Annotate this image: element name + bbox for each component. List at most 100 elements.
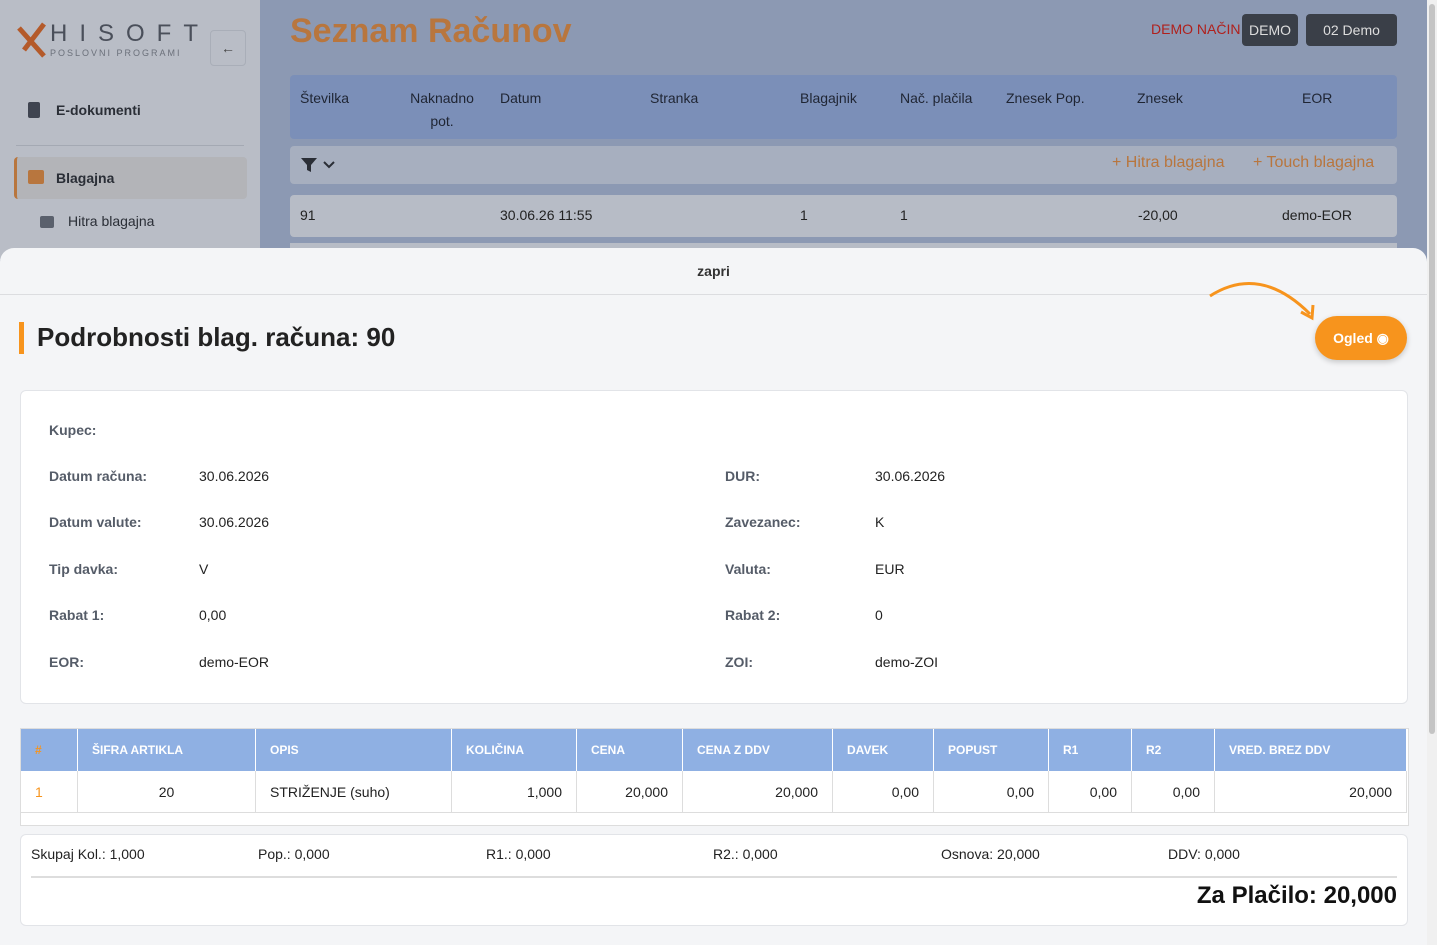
- detail-label: Datum računa:: [49, 468, 148, 484]
- detail-label: ZOI:: [725, 654, 753, 670]
- menu-item[interactable]: E-dokumenti: [56, 102, 141, 118]
- toolbar: [290, 146, 1397, 184]
- cell: 1: [21, 771, 78, 813]
- user-button[interactable]: 02 Demo: [1306, 14, 1397, 46]
- cell: demo-EOR: [1282, 207, 1353, 223]
- detail-value: demo-EOR: [199, 654, 270, 670]
- cell: 20,000: [577, 771, 683, 813]
- title-accent: [19, 322, 24, 354]
- menu-item-active[interactable]: [14, 157, 247, 199]
- detail-label: EOR:: [49, 654, 84, 670]
- cell: 0,00: [934, 771, 1049, 813]
- column-header: R2: [1132, 729, 1215, 771]
- total-item: Skupaj Kol.: 1,000: [31, 846, 145, 862]
- detail-label: Valuta:: [725, 561, 771, 577]
- column-header: KOLIČINA: [452, 729, 577, 771]
- column-header: Nač. plačila: [900, 90, 973, 106]
- icon: [28, 170, 44, 184]
- column-header: Znesek Pop.: [1006, 90, 1085, 106]
- cell: 0,00: [1132, 771, 1215, 813]
- toolbar-button[interactable]: + Touch blagajna: [1253, 154, 1375, 171]
- divider: [31, 876, 1397, 878]
- detail-label: Zavezanec:: [725, 514, 801, 530]
- logo-brand: HISOFT: [50, 20, 210, 47]
- button-label: Hitra blagajna: [1125, 154, 1225, 171]
- total-item: R1.: 0,000: [486, 846, 551, 862]
- menu-item[interactable]: Blagajna: [56, 170, 115, 186]
- button-label: Touch blagajna: [1266, 154, 1375, 171]
- detail-value: 0: [875, 607, 883, 623]
- cell: 1: [800, 207, 808, 223]
- detail-label: Kupec:: [49, 422, 97, 438]
- detail-label: Tip davka:: [49, 561, 118, 577]
- column-header: Številka: [300, 90, 350, 106]
- toolbar-button[interactable]: + Hitra blagajna: [1112, 154, 1225, 171]
- list-header: [290, 75, 1397, 139]
- detail-value: 0,00: [199, 607, 227, 623]
- column-header: EOR: [1302, 90, 1333, 106]
- detail-value: 30.06.2026: [199, 514, 270, 530]
- column-header: R1: [1049, 729, 1132, 771]
- view-button[interactable]: Ogled ◉: [1315, 316, 1407, 360]
- arrow: [1209, 282, 1315, 321]
- column-header: CENA Z DDV: [683, 729, 833, 771]
- modal: zapri Podrobnosti blag. računa: 90 Ogled…: [0, 248, 1427, 945]
- demo-button[interactable]: DEMO: [1242, 14, 1298, 46]
- column-header: Stranka: [650, 90, 699, 106]
- total-item: Pop.: 0,000: [258, 846, 330, 862]
- grand-total: Za Plačilo: 20,000: [1196, 882, 1397, 909]
- page-title: Seznam Računov: [290, 12, 572, 50]
- column-header: Blagajnik: [800, 90, 857, 106]
- logo-tagline: POSLOVNI PROGRAMI: [50, 48, 182, 58]
- button-label: Ogled: [1333, 330, 1373, 346]
- column-header: #: [21, 729, 78, 771]
- detail-value: V: [199, 561, 209, 577]
- icon: [28, 102, 40, 118]
- detail-value: K: [875, 514, 885, 530]
- column-header: VRED. BREZ DDV: [1215, 729, 1407, 771]
- total-item: DDV: 0,000: [1168, 846, 1240, 862]
- divider: [16, 145, 244, 146]
- detail-value: 30.06.2026: [875, 468, 946, 484]
- collapse-button[interactable]: ←: [210, 30, 246, 66]
- items-table: # ŠIFRA ARTIKLA OPIS KOLIČINA CENA CENA Z DDV…: [20, 728, 1409, 826]
- column-header: DAVEK: [833, 729, 934, 771]
- cell: 20: [78, 771, 256, 813]
- demo-mode: DEMO NAČIN: [1151, 21, 1241, 37]
- total-item: Osnova: 20,000: [941, 846, 1040, 862]
- cell: 1,000: [452, 771, 577, 813]
- column-header: POPUST: [934, 729, 1049, 771]
- list-row[interactable]: [290, 195, 1397, 237]
- detail-label: Datum valute:: [49, 514, 142, 530]
- detail-value: 30.06.2026: [199, 468, 270, 484]
- total-item: R2.: 0,000: [713, 846, 778, 862]
- sidebar: HISOFT POSLOVNI PROGRAMI ← E-dokumenti B…: [0, 0, 260, 260]
- cell: 91: [300, 207, 316, 223]
- scrollbar[interactable]: [1427, 0, 1437, 945]
- details-card: [20, 390, 1408, 704]
- cell: 20,000: [683, 771, 833, 813]
- column-header: Datum: [500, 90, 542, 106]
- cell: 1: [900, 207, 908, 223]
- close-button[interactable]: zapri: [0, 248, 1427, 295]
- column-header: Naknadno pot.: [410, 90, 474, 129]
- cell: 30.06.26 11:55: [500, 207, 593, 223]
- cell: 20,000: [1215, 771, 1407, 813]
- column-header: Znesek: [1137, 90, 1183, 106]
- column-header: CENA: [577, 729, 683, 771]
- column-header: OPIS: [256, 729, 452, 771]
- menu-item[interactable]: Hitra blagajna: [68, 213, 155, 229]
- cell: -20,00: [1138, 207, 1178, 223]
- detail-label: Rabat 2:: [725, 607, 781, 623]
- totals-card: [20, 834, 1408, 926]
- modal-title: Podrobnosti blag. računa: 90: [37, 322, 396, 352]
- cell: 0,00: [833, 771, 934, 813]
- column-header: ŠIFRA ARTIKLA: [78, 729, 256, 771]
- detail-label: Rabat 1:: [49, 607, 105, 623]
- icon: [40, 216, 54, 228]
- logo-icon: [17, 22, 46, 58]
- detail-label: DUR:: [725, 468, 760, 484]
- cell: 0,00: [1049, 771, 1132, 813]
- filter-icon[interactable]: [300, 157, 336, 173]
